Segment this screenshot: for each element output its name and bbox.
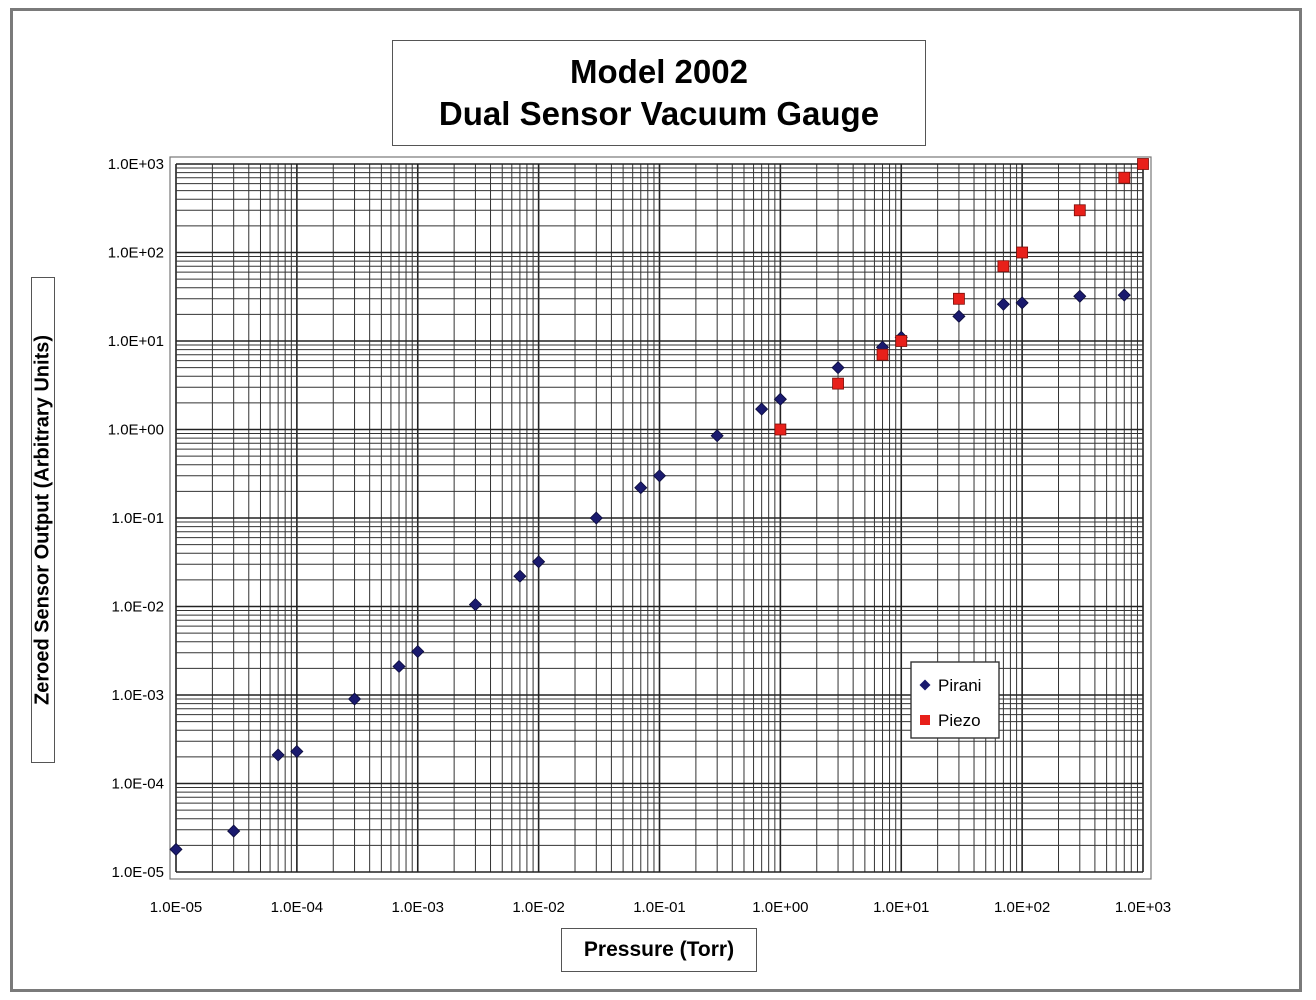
pirani-point (169, 842, 183, 856)
pirani-point (634, 481, 648, 495)
pirani-point (996, 297, 1010, 311)
y-tick-label: 1.0E-05 (111, 864, 164, 881)
pirani-point (589, 511, 603, 525)
y-tick-label: 1.0E+00 (108, 422, 164, 439)
pirani-point (831, 361, 845, 375)
x-tick-labels: 1.0E-05 1.0E-04 1.0E-03 1.0E-02 1.0E-01 1.0E+… (150, 899, 1171, 916)
pirani-point (392, 659, 406, 674)
y-tick-label: 1.0E+01 (108, 333, 164, 350)
legend-pirani-marker (919, 679, 931, 691)
y-tick-label: 1.0E+02 (108, 245, 164, 262)
x-tick-label: 1.0E+03 (1115, 899, 1171, 916)
x-tick-label: 1.0E-04 (271, 899, 324, 916)
pirani-point (411, 644, 425, 659)
x-tick-label: 1.0E+01 (873, 899, 929, 916)
x-axis-label-box: Pressure (Torr) (561, 928, 757, 972)
pirani-point (513, 569, 527, 583)
chart-title-line-1: Model 2002 (570, 53, 748, 90)
pirani-point (710, 429, 724, 443)
chart-title-box: Model 2002 Dual Sensor Vacuum Gauge (392, 40, 926, 146)
piezo-point (997, 260, 1010, 273)
pirani-point (1117, 288, 1131, 302)
x-axis-label: Pressure (Torr) (583, 938, 735, 961)
legend: Pirani Piezo (910, 661, 1000, 739)
data-points (169, 158, 1149, 856)
pirani-point (652, 469, 667, 483)
y-tick-label: 1.0E-03 (111, 687, 164, 704)
piezo-point (1073, 204, 1086, 217)
piezo-point (832, 377, 844, 390)
legend-piezo-label: Piezo (938, 711, 981, 730)
y-tick-label: 1.0E-04 (111, 776, 164, 793)
piezo-point (876, 348, 889, 361)
pirani-point (1015, 296, 1029, 310)
pirani-point (227, 824, 241, 838)
piezo-point (895, 335, 908, 347)
pirani-point (290, 744, 304, 759)
legend-pirani-label: Pirani (938, 676, 981, 695)
pirani-point (773, 392, 787, 406)
y-tick-labels: 1.0E+03 1.0E+02 1.0E+01 1.0E+00 1.0E-01 1.0E-… (108, 156, 164, 881)
pirani-point (1073, 289, 1087, 303)
x-tick-label: 1.0E+00 (752, 899, 808, 916)
piezo-point (1137, 158, 1149, 170)
pirani-point (271, 748, 285, 762)
y-tick-label: 1.0E-01 (111, 510, 164, 527)
piezo-point (953, 292, 965, 305)
chart-title-line-2: Dual Sensor Vacuum Gauge (438, 95, 880, 132)
pirani-point (468, 598, 482, 612)
pirani-point (532, 555, 546, 569)
pirani-point (755, 402, 769, 416)
y-tick-label: 1.0E-02 (111, 599, 164, 616)
piezo-point (1016, 246, 1029, 259)
y-tick-label: 1.0E+03 (108, 156, 164, 173)
piezo-point (1118, 171, 1131, 184)
pirani-point (347, 692, 362, 706)
legend-box (910, 661, 1000, 739)
x-tick-label: 1.0E-01 (633, 899, 686, 916)
legend-piezo-marker (920, 715, 930, 725)
x-tick-label: 1.0E-02 (512, 899, 565, 916)
plot-border (169, 156, 1152, 880)
x-tick-label: 1.0E+02 (994, 899, 1050, 916)
x-tick-label: 1.0E-03 (391, 899, 444, 916)
pirani-point (952, 309, 966, 323)
y-axis-label-box: Zeroed Sensor Output (Arbitrary Units) (31, 277, 55, 763)
piezo-point (774, 423, 787, 436)
x-tick-label: 1.0E-05 (150, 899, 203, 916)
